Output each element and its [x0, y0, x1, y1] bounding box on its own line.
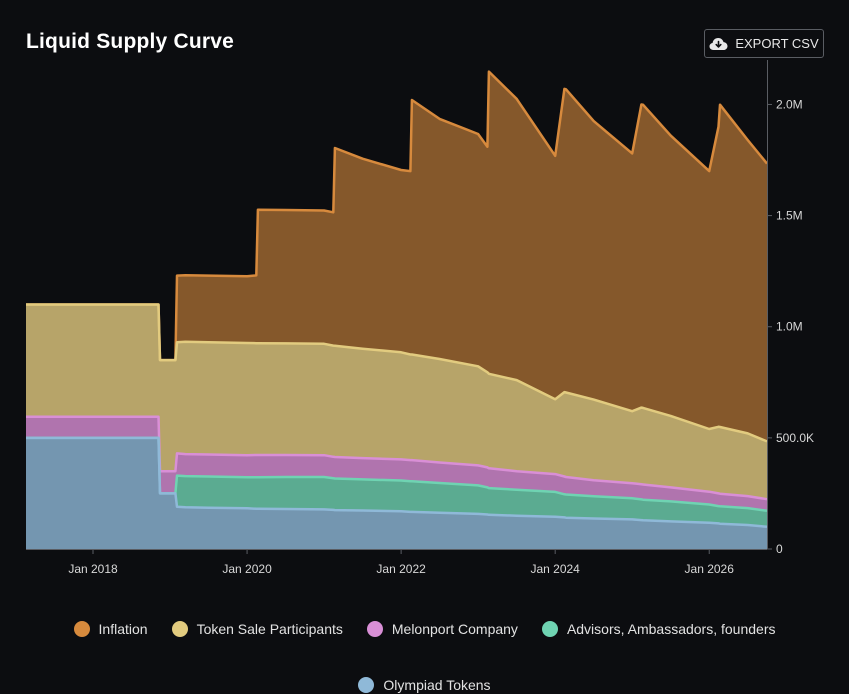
line-token-sale-participants — [26, 303, 768, 443]
legend-dot-icon — [541, 621, 558, 637]
area-token-sale-participants — [26, 304, 767, 500]
x-tick-label: Jan 2022 — [376, 562, 426, 576]
legend-label: Olympiad Tokens — [383, 677, 491, 693]
chart-legend: Inflation Token Sale Participants Melonpor… — [0, 620, 849, 694]
x-axis: Jan 2018 Jan 2020 Jan 2022 Jan 2024 Jan 2026 — [26, 549, 767, 576]
y-axis: 0 500.0K 1.0M 1.5M 2.0M — [767, 60, 814, 556]
legend-dot-icon — [171, 621, 188, 637]
legend-item-token-sale-participants[interactable]: Token Sale Participants — [171, 620, 343, 638]
area-advisors-ambassadors-founders — [26, 437, 767, 527]
y-tick-label: 1.5M — [776, 209, 803, 223]
cloud-download-icon — [709, 37, 728, 51]
area-melonport-company — [26, 416, 767, 511]
legend-item-melonport-company[interactable]: Melonport Company — [366, 620, 518, 638]
export-csv-button[interactable]: EXPORT CSV — [704, 29, 824, 58]
legend-label: Token Sale Participants — [196, 621, 343, 637]
liquid-supply-chart: Jan 2018 Jan 2020 Jan 2022 Jan 2024 Jan 2026… — [26, 60, 814, 576]
legend-item-inflation[interactable]: Inflation — [73, 620, 148, 638]
line-melonport-company — [26, 415, 768, 501]
area-olympiad-tokens — [26, 437, 767, 549]
legend-label: Inflation — [98, 621, 148, 637]
area-inflation — [26, 71, 767, 442]
x-tick-label: Jan 2018 — [68, 562, 118, 576]
y-tick-label: 0 — [776, 542, 783, 556]
legend-dot-icon — [73, 621, 90, 637]
chart-areas — [26, 70, 768, 549]
line-advisors-ambassadors-founders — [26, 436, 768, 513]
x-tick-label: Jan 2026 — [685, 562, 735, 576]
legend-dot-icon — [366, 621, 383, 637]
x-tick-label: Jan 2020 — [222, 562, 272, 576]
y-tick-label: 1.0M — [776, 320, 803, 334]
chart-title: Liquid Supply Curve — [26, 30, 234, 53]
line-olympiad-tokens — [26, 436, 768, 529]
export-csv-label: EXPORT CSV — [735, 36, 819, 51]
line-inflation — [26, 70, 768, 362]
y-tick-label: 2.0M — [776, 97, 803, 111]
legend-item-olympiad-tokens[interactable]: Olympiad Tokens — [358, 676, 491, 694]
legend-dot-icon — [358, 677, 375, 693]
legend-label: Melonport Company — [391, 621, 518, 637]
legend-label: Advisors, Ambassadors, founders — [566, 621, 776, 637]
y-tick-label: 500.0K — [776, 431, 814, 445]
legend-item-advisors-ambassadors-founders[interactable]: Advisors, Ambassadors, founders — [541, 620, 776, 638]
x-tick-label: Jan 2024 — [530, 562, 580, 576]
